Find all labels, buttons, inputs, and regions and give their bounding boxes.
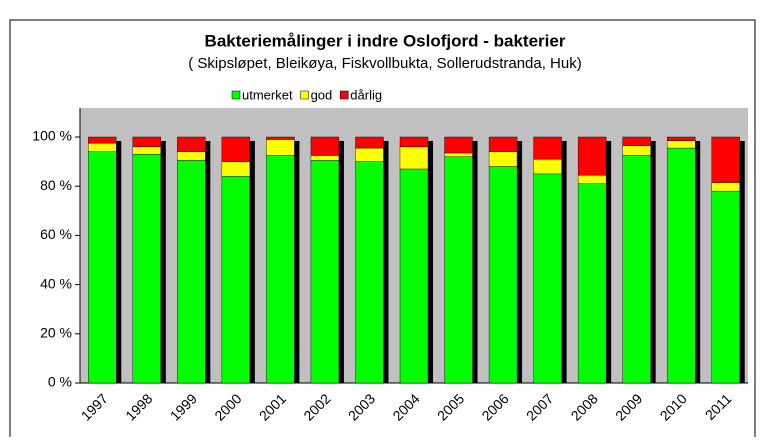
bar-segment <box>310 160 340 384</box>
bar-segment <box>533 158 562 175</box>
bar-segment <box>399 168 429 384</box>
bar-shadow <box>249 141 255 383</box>
bar-segment <box>221 176 251 384</box>
bar-segment <box>533 173 562 384</box>
bar-segment <box>488 166 518 384</box>
legend-label: god <box>311 87 333 102</box>
legend-swatch <box>231 90 241 100</box>
bar-segment <box>399 146 429 170</box>
bar-segment <box>488 136 518 152</box>
bar-segment <box>88 142 117 152</box>
bar-segment <box>622 155 651 384</box>
bar-segment <box>667 136 696 141</box>
bar-shadow <box>116 141 122 383</box>
bar-segment <box>667 147 696 384</box>
bar-segment <box>533 136 562 160</box>
bar-segment <box>399 136 429 148</box>
y-tick-label: 100 % <box>32 128 72 144</box>
bar-segment <box>132 136 162 148</box>
bar-shadow <box>160 141 166 383</box>
legend-swatch <box>300 90 309 100</box>
chart-title: Bakteriemålinger i indre Oslofjord - bak… <box>205 31 566 50</box>
bar-shadow <box>428 141 433 383</box>
bar-segment <box>88 136 117 144</box>
bar-segment <box>355 161 384 384</box>
y-tick-label: 20 % <box>40 325 72 341</box>
bar-segment <box>355 147 384 162</box>
bar-shadow <box>606 141 612 383</box>
bar-segment <box>667 140 696 149</box>
bar-segment <box>177 136 206 152</box>
bar-segment <box>310 136 340 156</box>
bar-segment <box>711 190 740 384</box>
bar-segment <box>577 183 607 384</box>
bar-segment <box>177 151 206 161</box>
y-tick-label: 80 % <box>40 177 72 193</box>
bar-segment <box>266 136 295 140</box>
bar-shadow <box>472 141 478 383</box>
bar-segment <box>622 136 651 146</box>
bar-segment <box>444 136 473 154</box>
bar-shadow <box>294 141 300 383</box>
y-tick-label: 40 % <box>40 275 72 291</box>
bar-segment <box>711 182 740 192</box>
bar-shadow <box>695 141 701 383</box>
bar-segment <box>577 174 607 184</box>
bar-shadow <box>561 141 567 383</box>
y-tick-label: 60 % <box>40 226 72 242</box>
bar-shadow <box>383 141 389 383</box>
bar-segment <box>622 145 651 156</box>
bar-segment <box>444 152 473 157</box>
bar-segment <box>88 151 117 384</box>
bar-segment <box>577 136 607 176</box>
bar-shadow <box>338 141 344 383</box>
bar-segment <box>221 161 251 177</box>
bar-shadow <box>205 141 211 383</box>
bar-segment <box>488 151 518 167</box>
bar-segment <box>444 156 473 384</box>
bar-shadow <box>739 141 745 383</box>
bar-segment <box>711 136 740 183</box>
bar-shadow <box>517 141 523 383</box>
bar-segment <box>221 136 251 162</box>
legend-label: utmerket <box>242 87 293 102</box>
chart-subtitle: ( Skipsløpet, Bleikøya, Fiskvollbukta, S… <box>188 55 581 72</box>
bar-segment <box>310 155 340 161</box>
bar-segment <box>266 139 295 156</box>
bar-shadow <box>650 141 656 383</box>
bar-segment <box>132 146 162 155</box>
bar-segment <box>177 160 206 384</box>
bar-segment <box>132 154 162 384</box>
legend-swatch <box>340 90 349 100</box>
bar-segment <box>266 155 295 384</box>
bar-segment <box>355 136 384 149</box>
legend-label: dårlig <box>350 87 382 102</box>
y-tick-label: 0 % <box>48 374 72 390</box>
